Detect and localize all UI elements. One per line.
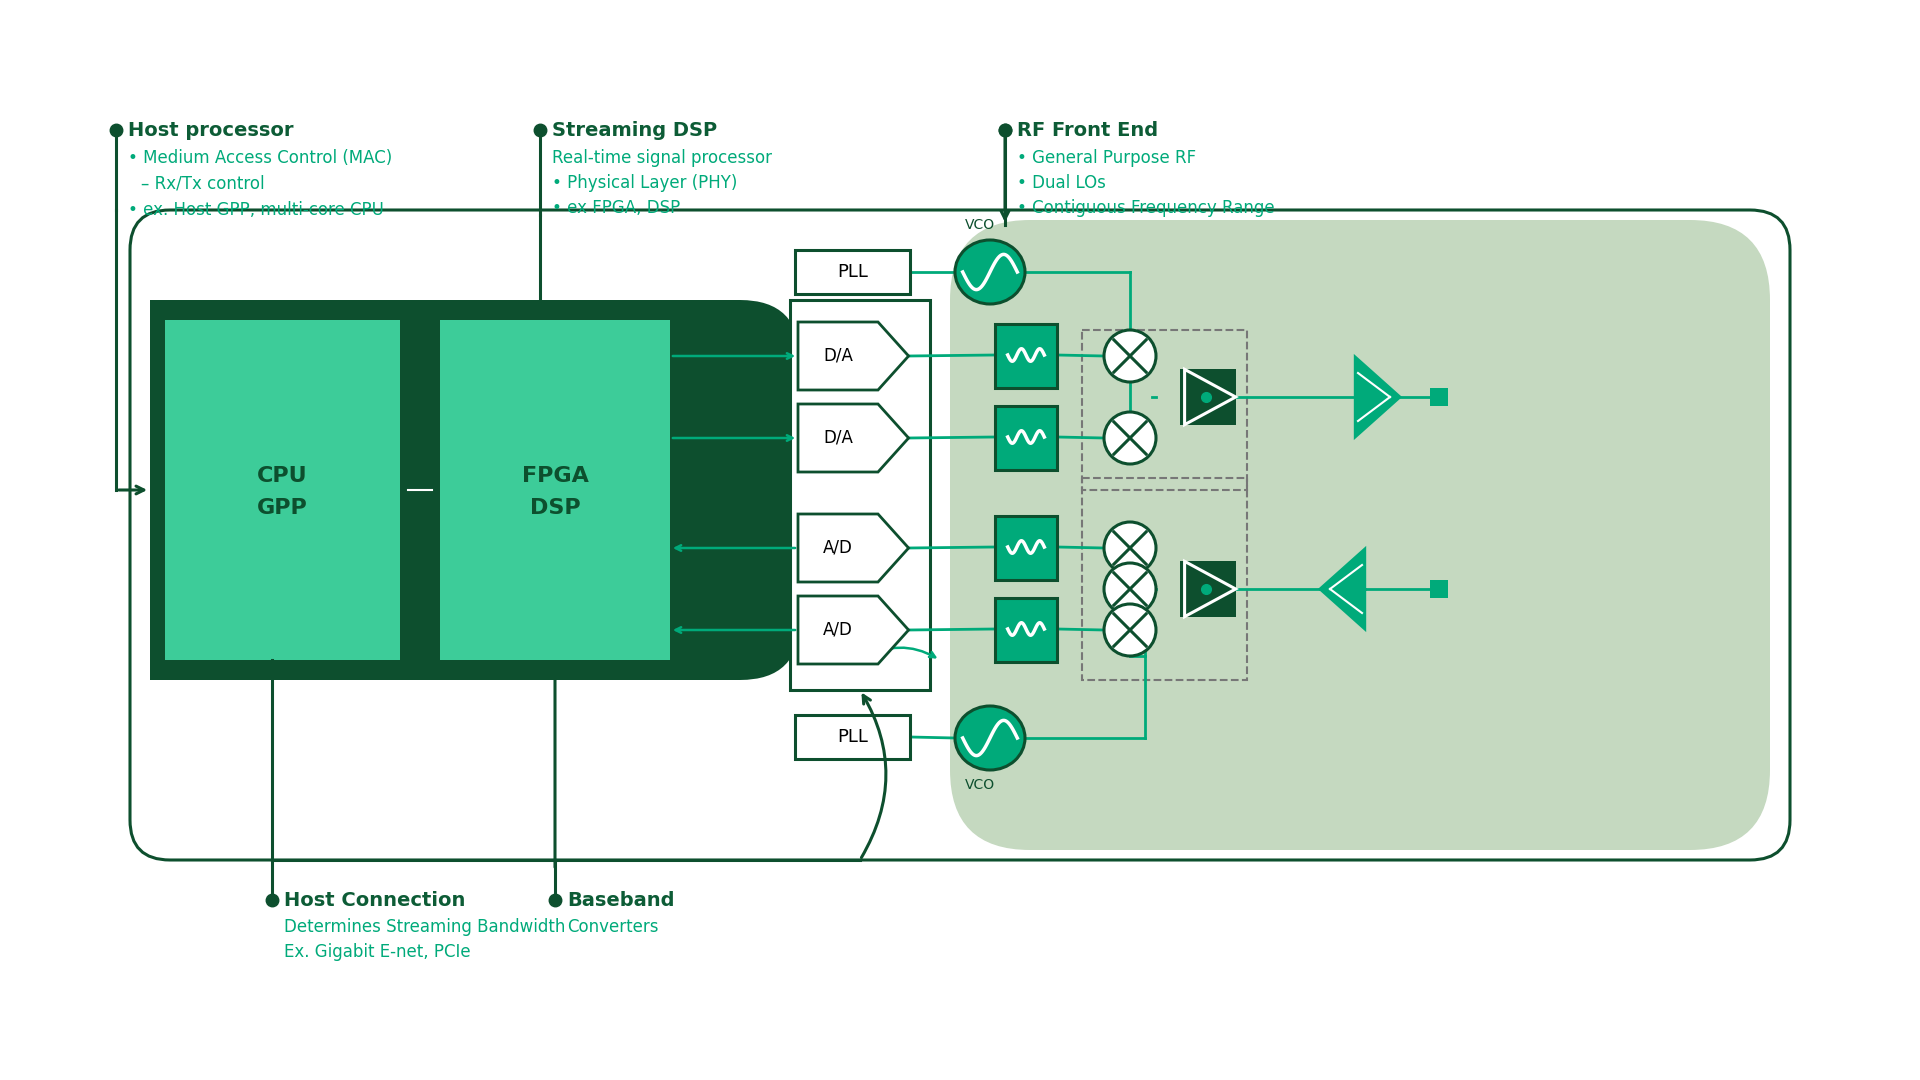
Bar <box>795 249 910 294</box>
Text: FPGA: FPGA <box>522 465 588 486</box>
Polygon shape <box>799 514 908 582</box>
Ellipse shape <box>954 240 1025 303</box>
Bar <box>150 300 507 680</box>
Text: Host Connection: Host Connection <box>284 891 465 909</box>
Circle shape <box>1104 522 1156 573</box>
Text: PLL: PLL <box>837 728 868 746</box>
Bar <box>995 598 1058 662</box>
Text: • ex. Host GPP, multi-core CPU: • ex. Host GPP, multi-core CPU <box>129 201 384 219</box>
Text: A/D: A/D <box>824 539 852 557</box>
Bar <box>1181 561 1236 617</box>
Bar <box>440 320 670 660</box>
Circle shape <box>1104 604 1156 656</box>
Polygon shape <box>799 596 908 664</box>
Text: VCO: VCO <box>966 218 995 232</box>
Text: DSP: DSP <box>530 498 580 518</box>
Circle shape <box>1104 411 1156 464</box>
Text: • Contiguous Frequency Range: • Contiguous Frequency Range <box>1018 199 1275 217</box>
Text: PLL: PLL <box>837 264 868 281</box>
Text: Real-time signal processor: Real-time signal processor <box>553 149 772 167</box>
Bar <box>995 324 1058 388</box>
Text: • Medium Access Control (MAC): • Medium Access Control (MAC) <box>129 149 392 167</box>
Text: A/D: A/D <box>824 621 852 639</box>
Text: RF Front End: RF Front End <box>1018 121 1158 139</box>
Circle shape <box>1104 330 1156 382</box>
Bar <box>1181 369 1236 426</box>
Circle shape <box>1104 563 1156 615</box>
Text: • ex FPGA, DSP: • ex FPGA, DSP <box>553 199 680 217</box>
Text: D/A: D/A <box>824 347 852 365</box>
Polygon shape <box>1321 549 1365 629</box>
Text: Ex. Gigabit E-net, PCIe: Ex. Gigabit E-net, PCIe <box>284 943 470 961</box>
Polygon shape <box>799 322 908 390</box>
Text: • Physical Layer (PHY): • Physical Layer (PHY) <box>553 174 737 192</box>
Bar <box>995 516 1058 580</box>
Bar <box>995 406 1058 470</box>
Text: • Dual LOs: • Dual LOs <box>1018 174 1106 192</box>
Text: D/A: D/A <box>824 429 852 447</box>
Text: Baseband: Baseband <box>566 891 674 909</box>
Polygon shape <box>1356 357 1400 437</box>
Bar <box>150 300 346 680</box>
Text: Host processor: Host processor <box>129 121 294 139</box>
Text: Streaming DSP: Streaming DSP <box>553 121 718 139</box>
Text: Determines Streaming Bandwidth: Determines Streaming Bandwidth <box>284 918 564 936</box>
FancyBboxPatch shape <box>150 300 801 680</box>
Text: VCO: VCO <box>966 778 995 792</box>
Text: Converters: Converters <box>566 918 659 936</box>
Bar <box>789 300 929 690</box>
Bar <box>165 320 399 660</box>
FancyBboxPatch shape <box>950 220 1770 850</box>
Polygon shape <box>799 404 908 472</box>
Bar <box>795 715 910 759</box>
Text: CPU: CPU <box>257 465 307 486</box>
Ellipse shape <box>954 706 1025 770</box>
Text: GPP: GPP <box>257 498 307 518</box>
Bar <box>1083 478 1246 680</box>
Text: • General Purpose RF: • General Purpose RF <box>1018 149 1196 167</box>
Bar <box>1430 580 1448 598</box>
Text: – Rx/Tx control: – Rx/Tx control <box>140 174 265 192</box>
Bar <box>1083 330 1246 490</box>
Bar <box>1430 388 1448 406</box>
